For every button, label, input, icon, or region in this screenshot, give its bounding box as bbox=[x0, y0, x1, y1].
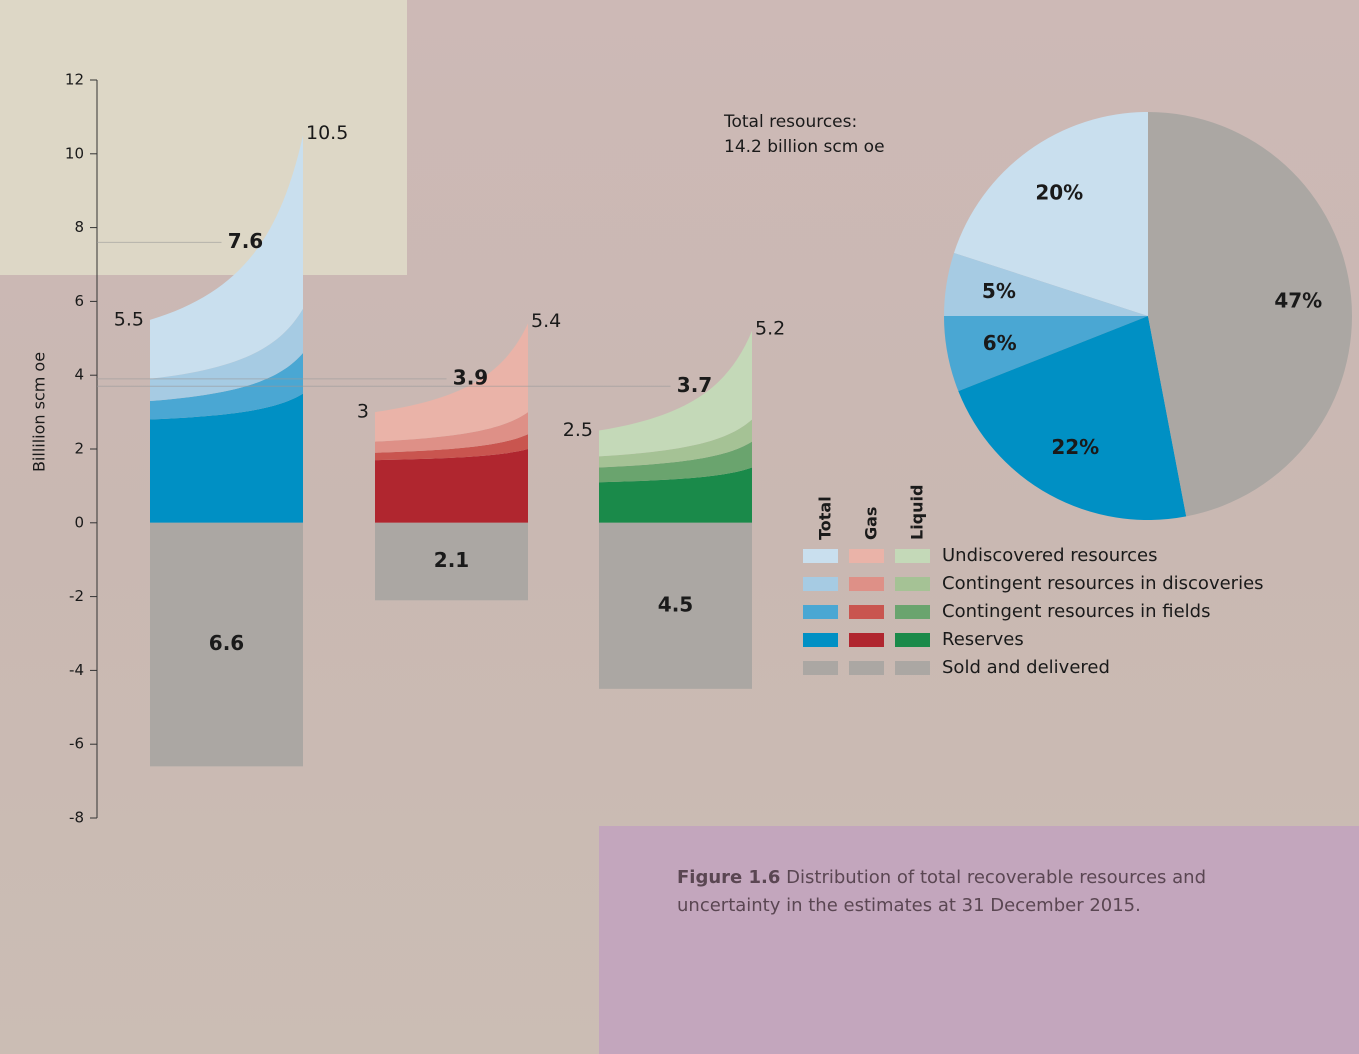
legend-label: Reserves bbox=[942, 629, 1024, 650]
legend-swatch bbox=[895, 661, 930, 675]
legend-swatch bbox=[803, 577, 838, 591]
legend-header: Total bbox=[816, 496, 835, 540]
y-tick-label: -6 bbox=[69, 735, 84, 753]
legend-label: Undiscovered resources bbox=[942, 545, 1157, 566]
legend-swatch bbox=[895, 605, 930, 619]
y-tick-label: 12 bbox=[65, 71, 84, 89]
low-label: 3 bbox=[357, 401, 369, 423]
pie-slice bbox=[1148, 112, 1352, 516]
y-tick-label: -4 bbox=[69, 661, 84, 679]
legend-swatch bbox=[803, 633, 838, 647]
resource-layer bbox=[375, 449, 528, 523]
legend-header: Liquid bbox=[908, 485, 927, 540]
legend-swatch bbox=[803, 549, 838, 563]
high-label: 5.2 bbox=[755, 317, 785, 339]
legend-swatch bbox=[849, 605, 884, 619]
y-tick-label: -2 bbox=[69, 587, 84, 605]
legend-swatch bbox=[895, 549, 930, 563]
y-tick-label: -8 bbox=[69, 809, 84, 827]
pie-title: 14.2 billion scm oe bbox=[724, 137, 885, 157]
legend-label: Contingent resources in discoveries bbox=[942, 573, 1264, 594]
high-label: 5.4 bbox=[531, 310, 561, 332]
y-tick-label: 2 bbox=[74, 440, 84, 458]
legend-swatch bbox=[803, 661, 838, 675]
expected-label: 7.6 bbox=[228, 229, 263, 253]
pie-title: Total resources: bbox=[723, 112, 857, 132]
sold-label: 6.6 bbox=[209, 631, 244, 655]
legend-header: Gas bbox=[862, 507, 881, 540]
legend-swatch bbox=[849, 577, 884, 591]
pie-label: 22% bbox=[1051, 435, 1099, 459]
legend-swatch bbox=[895, 633, 930, 647]
legend-swatch bbox=[849, 661, 884, 675]
legend-label: Contingent resources in fields bbox=[942, 601, 1210, 622]
legend-swatch bbox=[849, 549, 884, 563]
legend-swatch bbox=[895, 577, 930, 591]
pie-label: 5% bbox=[982, 279, 1016, 303]
pie-label: 20% bbox=[1035, 180, 1083, 204]
low-label: 5.5 bbox=[114, 308, 144, 330]
high-label: 10.5 bbox=[306, 122, 348, 144]
pie-label: 47% bbox=[1274, 288, 1322, 312]
y-tick-label: 6 bbox=[74, 292, 84, 310]
y-tick-label: 4 bbox=[74, 366, 84, 384]
y-tick-label: 0 bbox=[74, 513, 84, 531]
y-axis-label: Billilion scm oe bbox=[30, 352, 49, 472]
legend-swatch bbox=[849, 633, 884, 647]
y-tick-label: 8 bbox=[74, 218, 84, 236]
legend-label: Sold and delivered bbox=[942, 657, 1110, 678]
pie-label: 6% bbox=[983, 331, 1017, 355]
sold-label: 4.5 bbox=[658, 592, 693, 616]
chart: Billilion scm oe Total resources: 14.2 b… bbox=[0, 0, 1359, 1054]
legend-swatch bbox=[803, 605, 838, 619]
sold-label: 2.1 bbox=[434, 548, 469, 572]
page: Figure 1.6 Distribution of total recover… bbox=[0, 0, 1359, 1054]
expected-label: 3.7 bbox=[677, 373, 712, 397]
y-tick-label: 10 bbox=[65, 144, 84, 162]
low-label: 2.5 bbox=[563, 419, 593, 441]
